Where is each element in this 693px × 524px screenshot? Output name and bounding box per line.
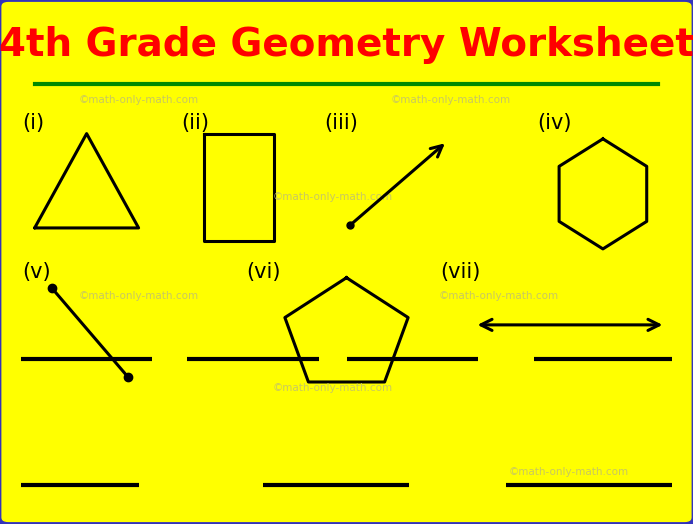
Text: (iv): (iv) [537, 113, 572, 133]
Text: (vi): (vi) [246, 262, 281, 282]
Text: (iii): (iii) [324, 113, 358, 133]
Text: ©math-only-math.com: ©math-only-math.com [78, 94, 199, 105]
Text: ©math-only-math.com: ©math-only-math.com [272, 383, 393, 393]
Text: (i): (i) [22, 113, 44, 133]
Text: (vii): (vii) [440, 262, 480, 282]
Text: ©math-only-math.com: ©math-only-math.com [272, 191, 393, 202]
Text: ©math-only-math.com: ©math-only-math.com [390, 94, 511, 105]
Text: ©math-only-math.com: ©math-only-math.com [78, 291, 199, 301]
Text: (ii): (ii) [182, 113, 209, 133]
Text: ©math-only-math.com: ©math-only-math.com [508, 466, 629, 477]
Text: (v): (v) [22, 262, 51, 282]
Text: ©math-only-math.com: ©math-only-math.com [439, 291, 559, 301]
Text: 4th Grade Geometry Worksheet: 4th Grade Geometry Worksheet [0, 26, 693, 63]
